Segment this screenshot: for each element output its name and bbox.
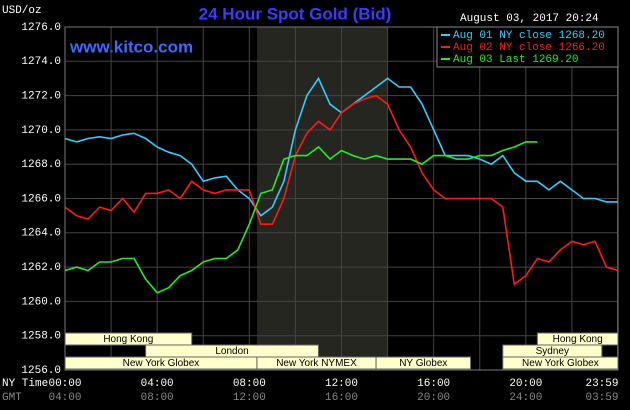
gmt-tick-label: 03:59 bbox=[585, 392, 618, 404]
x-tick-label: 00:00 bbox=[48, 378, 81, 390]
legend-label: Aug 02 NY close 1266.20 bbox=[453, 42, 605, 54]
session-box bbox=[64, 332, 193, 346]
session-label: New York Globex bbox=[522, 358, 599, 369]
session-label: Hong Kong bbox=[553, 334, 603, 345]
x-tick-label: 04:00 bbox=[141, 378, 174, 390]
site-label: www.kitco.com bbox=[69, 37, 193, 56]
session-box bbox=[375, 356, 472, 370]
session-label: Sydney bbox=[536, 346, 569, 357]
y-tick-label: 1276.0 bbox=[21, 22, 61, 34]
gmt-tick-label: 08:00 bbox=[141, 392, 174, 404]
plot-frame bbox=[64, 26, 619, 371]
x-tick-label: 08:00 bbox=[233, 378, 266, 390]
unit-label: USD/oz bbox=[2, 5, 42, 17]
y-tick-label: 1264.0 bbox=[21, 228, 61, 240]
x-tick-label: 12:00 bbox=[325, 378, 358, 390]
gmt-tick-label: 20:00 bbox=[417, 392, 450, 404]
legend-label: Aug 01 NY close 1268.20 bbox=[453, 30, 605, 42]
y-tick-label: 1272.0 bbox=[21, 91, 61, 103]
y-tick-label: 1262.0 bbox=[21, 262, 61, 274]
y-tick-label: 1268.0 bbox=[21, 159, 61, 171]
series-line bbox=[64, 141, 538, 294]
legend-box bbox=[436, 26, 619, 68]
x-tick-label: 23:59 bbox=[585, 378, 618, 390]
y-tick-label: 1260.0 bbox=[21, 296, 61, 308]
y-tick-label: 1270.0 bbox=[21, 125, 61, 137]
series-line bbox=[64, 94, 619, 286]
gmt-tick-label: 16:00 bbox=[325, 392, 358, 404]
x-tick-label: 16:00 bbox=[417, 378, 450, 390]
session-label: New York NYMEX bbox=[276, 358, 357, 369]
gmt-row-label: GMT bbox=[2, 392, 22, 404]
x-row-label: NY Time bbox=[2, 378, 48, 390]
y-tick-label: 1266.0 bbox=[21, 193, 61, 205]
legend-label: Aug 03 Last 1269.20 bbox=[453, 54, 578, 66]
y-tick-label: 1256.0 bbox=[21, 365, 61, 377]
gmt-tick-label: 12:00 bbox=[233, 392, 266, 404]
timestamp: August 03, 2017 20:24 bbox=[460, 13, 599, 25]
y-tick-label: 1274.0 bbox=[21, 56, 61, 68]
session-label: New York Globex bbox=[123, 358, 200, 369]
session-label: Hong Kong bbox=[103, 334, 153, 345]
session-label: NY Globex bbox=[399, 358, 447, 369]
x-tick-label: 20:00 bbox=[509, 378, 542, 390]
session-box bbox=[502, 356, 619, 370]
chart-title: 24 Hour Spot Gold (Bid) bbox=[199, 4, 392, 23]
y-tick-label: 1258.0 bbox=[21, 331, 61, 343]
session-label: London bbox=[215, 346, 248, 357]
gmt-tick-label: 04:00 bbox=[48, 392, 81, 404]
gmt-tick-label: 24:00 bbox=[509, 392, 542, 404]
